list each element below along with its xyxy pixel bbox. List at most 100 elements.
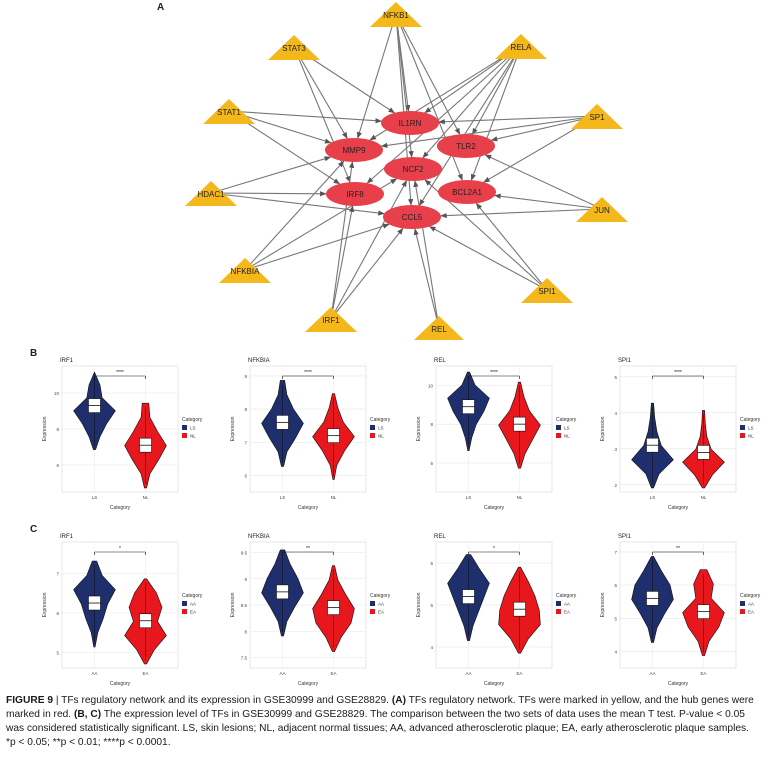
violin-chart-b-rel: REL 6 8 10 Expression LS NL **** Category Categor… [416,358,577,511]
panel-c-label: C [30,524,38,535]
y-tick-label: 6 [244,473,247,478]
x-tick-label: AA [279,671,285,676]
x-axis-label: Category [668,505,689,511]
legend-title: Category [556,593,577,599]
x-tick-label: LS [650,495,656,500]
violin-chart-b-spi1: SPI1 2 3 4 5 Expression LS NL **** Category Catego… [600,358,761,511]
svg-text:RELA: RELA [511,43,533,52]
legend-swatch [740,609,745,614]
y-tick-label: 10 [54,391,60,396]
y-axis-label: Expression [42,592,48,617]
hub-node-irf8: IRF8 [326,182,384,206]
svg-text:HDAC1: HDAC1 [197,190,225,199]
x-tick-label: LS [280,495,286,500]
y-axis-label: Expression [416,416,422,441]
y-tick-label: 9 [244,577,247,582]
hub-node-bcl2a1: BCL2A1 [438,180,496,204]
legend-label: NL [378,434,384,439]
edge-SPI1-CCL5 [429,226,548,291]
caption-line2-text: The expression level of TFs in GSE30999 … [101,709,745,720]
plot-title: NFKBIA [248,358,270,364]
y-axis-label: Expression [600,592,606,617]
violin-chart-c-rel: REL 4 5 6 Expression AA EA * Category Category AA E… [416,534,577,687]
y-tick-label: 8 [244,629,247,634]
y-axis-label: Expression [230,416,236,441]
svg-text:REL: REL [431,325,447,334]
caption-line4: *p < 0.05; **p < 0.01; ****p < 0.0001. [6,737,171,748]
svg-text:IRF1: IRF1 [322,316,340,325]
figure-caption: FIGURE 9 | TFs regulatory network and it… [6,694,780,750]
tf-node-stat3: STAT3 [268,35,320,60]
edge-NFKBIA-CCL5 [244,223,390,271]
edge-RELA-CCL5 [418,45,522,206]
y-tick-label: 5 [614,616,617,621]
hub-node-ncf2: NCF2 [384,157,442,181]
edge-STAT1-IL1RN [228,110,383,124]
x-axis-label: Category [110,505,131,511]
hub-node-il1rn: IL1RN [381,111,439,135]
y-tick-label: 10 [428,383,434,388]
caption-bc-label: (B, C) [73,709,102,720]
edge-RELA-IRF8 [366,45,522,184]
y-tick-label: 7 [56,572,59,577]
edge-JUN-TLR2 [484,154,603,210]
legend-label: LS [748,426,754,431]
hub-node-ccl5: CCL5 [383,205,441,229]
svg-text:TLR2: TLR2 [456,142,476,151]
legend-label: NL [190,434,196,439]
y-tick-label: 5 [56,650,59,655]
y-tick-label: 4 [614,411,617,416]
y-tick-label: 5 [430,603,433,608]
caption-title: | TFs regulatory network and its express… [52,695,392,706]
violin-chart-c-irf1: IRF1 5 6 7 Expression AA EA * Category Category AA… [42,534,203,687]
edge-RELA-TLR2 [471,45,522,135]
tf-node-hdac1: HDAC1 [185,181,237,206]
significance-label: ** [306,546,310,552]
tf-node-sp1: SP1 [571,104,623,129]
edge-RELA-BCL2A1 [470,45,522,181]
legend-label: AA [190,602,196,607]
svg-text:SPI1: SPI1 [538,287,556,296]
legend-swatch [740,425,745,430]
y-axis-label: Expression [600,416,606,441]
plot-title: REL [434,358,446,364]
y-tick-label: 7 [614,550,617,555]
legend-label: AA [378,602,384,607]
x-tick-label: NL [143,495,149,500]
svg-text:NCF2: NCF2 [403,165,424,174]
y-tick-label: 6 [56,463,59,468]
y-tick-label: 7 [244,440,247,445]
legend-swatch [370,601,375,606]
y-tick-label: 6 [430,561,433,566]
legend-label: EA [378,610,384,615]
svg-text:STAT1: STAT1 [217,108,241,117]
y-tick-label: 8 [430,422,433,427]
edge-JUN-BCL2A1 [494,193,603,210]
y-tick-label: 6 [430,461,433,466]
plot-title: REL [434,534,446,540]
edge-REL-CCL5 [413,228,440,329]
svg-text:JUN: JUN [594,206,610,215]
y-axis-label: Expression [230,592,236,617]
x-axis-label: Category [110,681,131,687]
edge-HDAC1-MMP9 [210,156,332,194]
x-tick-label: LS [466,495,472,500]
legend-swatch [556,601,561,606]
svg-text:STAT3: STAT3 [282,44,306,53]
y-tick-label: 8.5 [241,603,248,608]
figure-label: FIGURE 9 [6,695,53,706]
y-tick-label: 2 [614,483,617,488]
edge-IRF1-CCL5 [330,227,404,320]
significance-label: * [119,546,121,552]
edge-SPI1-BCL2A1 [475,202,548,291]
legend-label: LS [190,426,196,431]
y-tick-label: 9.5 [241,551,248,556]
legend-label: AA [748,602,754,607]
legend-swatch [182,601,187,606]
significance-label: **** [304,370,312,376]
edge-HDAC1-CCL5 [210,192,385,216]
hub-node-mmp9: MMP9 [325,138,383,162]
legend-label: EA [748,610,754,615]
legend-swatch [182,609,187,614]
tf-regulatory-network: NFKB1 STAT3 RELA STAT1 SP1 HDAC1 JUN NFKBIA SPI1… [185,2,628,340]
